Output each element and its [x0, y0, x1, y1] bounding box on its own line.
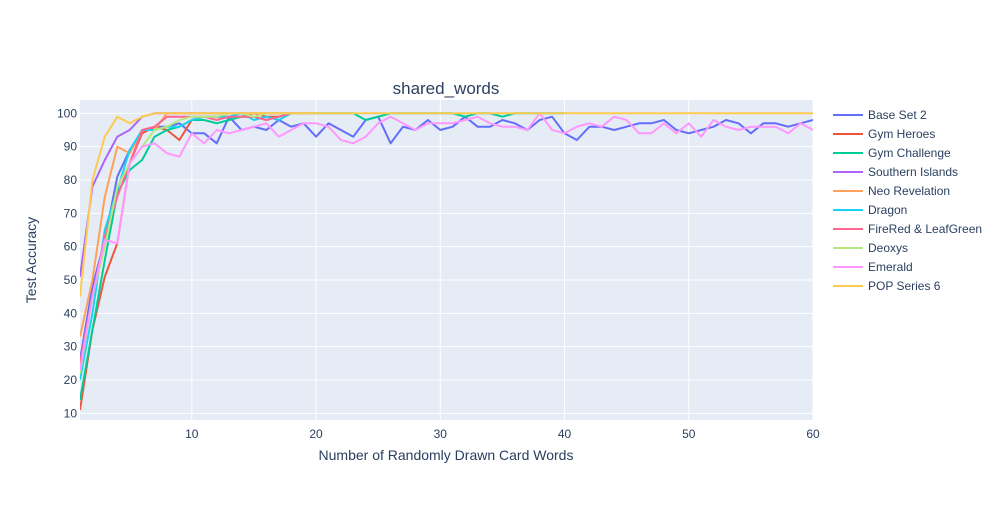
legend-label: Southern Islands [868, 165, 958, 179]
legend-item-9[interactable]: POP Series 6 [833, 279, 941, 293]
legend-item-8[interactable]: Emerald [833, 260, 913, 274]
legend-item-0[interactable]: Base Set 2 [833, 108, 927, 122]
series-line-9 [80, 112, 813, 297]
legend-label: FireRed & LeafGreen [868, 222, 982, 236]
series-line-0 [80, 115, 813, 361]
y-tick-label: 20 [64, 373, 78, 387]
legend-label: Deoxys [868, 241, 908, 255]
y-tick-label: 40 [64, 306, 78, 320]
y-tick-label: 80 [64, 173, 78, 187]
y-tick-label: 30 [64, 340, 78, 354]
legend[interactable]: Base Set 2 Gym Heroes Gym Challenge Souther… [833, 108, 982, 293]
chart-title: shared_words [393, 79, 500, 98]
x-tick-label: 30 [434, 427, 448, 441]
x-tick-label: 50 [682, 427, 696, 441]
plot-background [80, 100, 813, 420]
x-tick-label: 60 [806, 427, 820, 441]
y-tick-label: 50 [64, 273, 78, 287]
x-tick-label: 20 [309, 427, 323, 441]
grid-lines [80, 100, 814, 420]
legend-item-4[interactable]: Neo Revelation [833, 184, 950, 198]
series-line-8 [80, 112, 813, 371]
x-tick-label: 10 [185, 427, 199, 441]
y-axis-label: Test Accuracy [23, 217, 39, 303]
y-tick-label: 100 [57, 106, 77, 120]
y-axis-ticks: 10 20 30 40 50 60 70 80 90 100 [57, 106, 77, 420]
legend-item-7[interactable]: Deoxys [833, 241, 908, 255]
legend-item-1[interactable]: Gym Heroes [833, 127, 935, 141]
legend-label: POP Series 6 [868, 279, 941, 293]
y-tick-label: 60 [64, 240, 78, 254]
legend-item-5[interactable]: Dragon [833, 203, 907, 217]
legend-label: Gym Challenge [868, 146, 951, 160]
series-lines [80, 112, 813, 411]
x-axis-ticks: 10 20 30 40 50 60 [185, 427, 820, 441]
legend-label: Gym Heroes [868, 127, 935, 141]
legend-label: Emerald [868, 260, 913, 274]
x-tick-label: 40 [558, 427, 572, 441]
y-tick-label: 10 [64, 406, 78, 420]
y-tick-label: 70 [64, 206, 78, 220]
legend-item-3[interactable]: Southern Islands [833, 165, 958, 179]
x-axis-label: Number of Randomly Drawn Card Words [319, 447, 574, 463]
legend-label: Base Set 2 [868, 108, 927, 122]
legend-label: Dragon [868, 203, 907, 217]
legend-item-2[interactable]: Gym Challenge [833, 146, 951, 160]
legend-label: Neo Revelation [868, 184, 950, 198]
legend-item-6[interactable]: FireRed & LeafGreen [833, 222, 982, 236]
y-tick-label: 90 [64, 140, 78, 154]
